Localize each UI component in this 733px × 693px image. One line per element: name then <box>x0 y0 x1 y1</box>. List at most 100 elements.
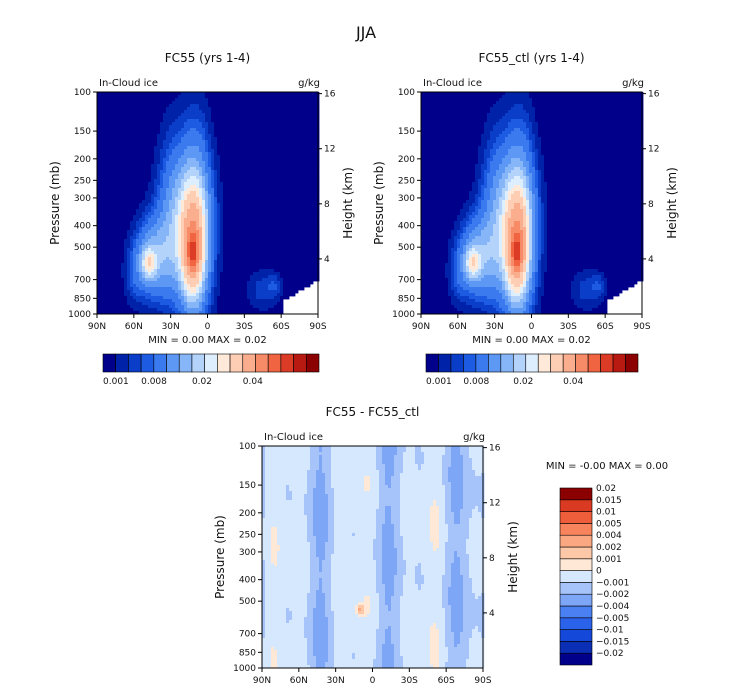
field-cell <box>112 287 116 291</box>
field-cell <box>133 275 137 279</box>
field-cell <box>109 182 113 186</box>
field-cell <box>235 107 239 111</box>
field-cell <box>193 158 197 162</box>
field-cell <box>130 224 134 228</box>
field-cell <box>280 290 284 294</box>
field-cell <box>214 113 218 117</box>
field-cell <box>250 143 254 147</box>
field-cell <box>106 95 110 99</box>
field-cell <box>262 134 266 138</box>
field-cell <box>109 128 113 132</box>
field-cell <box>133 116 137 120</box>
field-cell <box>277 281 281 285</box>
field-cell <box>259 215 263 219</box>
field-cell <box>106 272 110 276</box>
field-cell <box>118 95 122 99</box>
field-cell <box>175 236 179 240</box>
field-cell <box>139 293 143 297</box>
field-cell <box>181 227 185 231</box>
field-cell <box>310 236 314 240</box>
field-cell <box>286 221 290 225</box>
field-cell <box>265 128 269 132</box>
field-cell <box>148 191 152 195</box>
field-cell <box>133 284 137 288</box>
field-cell <box>232 242 236 246</box>
field-cell <box>277 203 281 207</box>
field-cell <box>304 140 308 144</box>
field-cell <box>202 251 206 255</box>
field-cell <box>106 212 110 216</box>
field-cell <box>259 125 263 129</box>
field-cell <box>169 107 173 111</box>
field-cell <box>223 272 227 276</box>
field-cell <box>301 206 305 210</box>
field-cell <box>187 236 191 240</box>
field-cell <box>295 158 299 162</box>
field-cell <box>121 119 125 123</box>
field-cell <box>175 92 179 96</box>
field-cell <box>166 101 170 105</box>
field-cell <box>169 221 173 225</box>
field-cell <box>262 185 266 189</box>
field-cell <box>229 104 233 108</box>
field-cell <box>133 113 137 117</box>
field-cell <box>301 110 305 114</box>
field-cell <box>289 206 293 210</box>
field-cell <box>235 224 239 228</box>
field-cell <box>133 230 137 234</box>
field-cell <box>223 251 227 255</box>
field-cell <box>127 179 131 183</box>
field-cell <box>298 113 302 117</box>
field-cell <box>181 254 185 258</box>
field-cell <box>154 239 158 243</box>
field-cell <box>301 209 305 213</box>
field-cell <box>277 122 281 126</box>
field-cell <box>262 224 266 228</box>
field-cell <box>301 215 305 219</box>
field-cell <box>256 227 260 231</box>
field-cell <box>286 281 290 285</box>
field-cell <box>259 107 263 111</box>
field-cell <box>157 191 161 195</box>
field-cell <box>232 140 236 144</box>
field-cell <box>100 260 104 264</box>
field-cell <box>172 107 176 111</box>
field-cell <box>124 230 128 234</box>
field-cell <box>139 101 143 105</box>
field-cell <box>298 233 302 237</box>
field-cell <box>157 170 161 174</box>
field-cell <box>121 143 125 147</box>
field-cell <box>115 248 119 252</box>
field-cell <box>313 149 317 153</box>
field-cell <box>142 212 146 216</box>
field-cell <box>271 131 275 135</box>
field-cell <box>175 281 179 285</box>
field-cell <box>175 200 179 204</box>
field-cell <box>232 95 236 99</box>
field-cell <box>268 227 272 231</box>
field-cell <box>304 143 308 147</box>
field-cell <box>226 125 230 129</box>
field-cell <box>187 134 191 138</box>
field-cell <box>283 185 287 189</box>
field-cell <box>145 266 149 270</box>
field-cell <box>163 98 167 102</box>
field-cell <box>124 245 128 249</box>
field-cell <box>124 161 128 165</box>
field-cell <box>310 158 314 162</box>
field-cell <box>208 182 212 186</box>
field-cell <box>238 251 242 255</box>
field-cell <box>313 119 317 123</box>
field-cell <box>301 203 305 207</box>
field-cell <box>136 161 140 165</box>
field-cell <box>151 260 155 264</box>
field-cell <box>148 128 152 132</box>
field-cell <box>211 272 215 276</box>
field-cell <box>232 245 236 249</box>
field-cell <box>112 116 116 120</box>
field-cell <box>217 137 221 141</box>
field-cell <box>286 110 290 114</box>
field-cell <box>178 194 182 198</box>
field-cell <box>235 266 239 270</box>
field-cell <box>265 275 269 279</box>
